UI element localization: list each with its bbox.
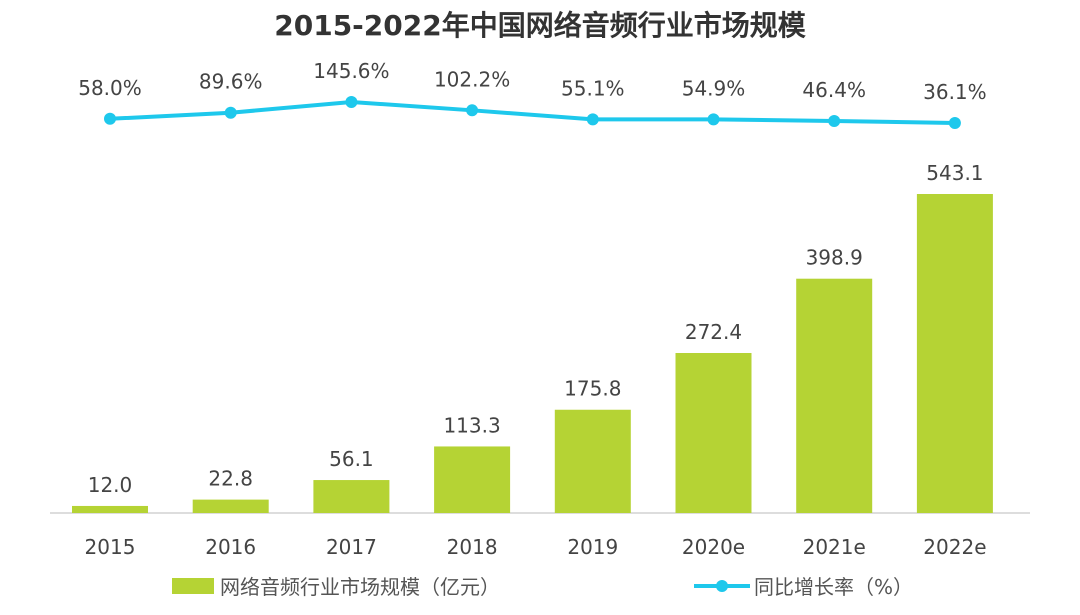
bar (554, 409, 631, 513)
line-point (466, 104, 479, 117)
bar (72, 505, 148, 513)
bar-label: 175.8 (564, 377, 621, 401)
line-label: 54.9% (682, 76, 746, 100)
bar-label: 113.3 (443, 413, 500, 437)
line-label: 46.4% (802, 78, 866, 102)
line-label: 145.6% (313, 59, 389, 83)
bar-label: 56.1 (329, 447, 374, 471)
chart-title: 2015-2022年中国网络音频行业市场规模 (274, 9, 806, 42)
line-point (948, 117, 961, 129)
line-point (224, 106, 237, 119)
line-label: 58.0% (78, 76, 142, 100)
bar (434, 446, 511, 513)
line-label: 55.1% (561, 76, 625, 100)
legend-line: 同比增长率（%） (694, 571, 913, 600)
legend-line-label: 同比增长率（%） (754, 575, 914, 599)
line-point (828, 115, 841, 128)
line-label: 89.6% (199, 70, 263, 94)
bar (675, 353, 752, 513)
bar (796, 278, 873, 513)
line-label: 102.2% (434, 67, 510, 91)
legend-bar-label: 网络音频行业市场规模（亿元） (220, 575, 500, 599)
x-tick-label: 2015 (85, 535, 136, 559)
bar-label: 543.1 (926, 161, 983, 185)
legend-bar: 网络音频行业市场规模（亿元） (172, 571, 500, 600)
bar-label: 272.4 (685, 320, 742, 344)
line-label: 36.1% (923, 80, 987, 104)
x-tick-label: 2021e (803, 535, 866, 559)
x-tick-label: 2020e (682, 535, 745, 559)
bar-label: 12.0 (88, 473, 133, 497)
bar-label: 398.9 (806, 246, 863, 270)
x-tick-label: 2022e (923, 535, 986, 559)
bar-label: 22.8 (208, 467, 253, 491)
legend-bar-swatch (172, 577, 214, 594)
x-tick-label: 2017 (326, 535, 377, 559)
x-tick-label: 2018 (447, 535, 498, 559)
x-tick-label: 2016 (205, 535, 256, 559)
x-tick-label: 2019 (567, 535, 618, 559)
bar (192, 499, 269, 513)
line-series (109, 99, 955, 125)
legend-line-swatch (694, 579, 750, 592)
line-point (707, 113, 720, 126)
bar (916, 194, 993, 513)
line-point (104, 112, 116, 125)
bar (313, 480, 390, 513)
line-point (586, 113, 599, 126)
line-point (345, 95, 358, 108)
